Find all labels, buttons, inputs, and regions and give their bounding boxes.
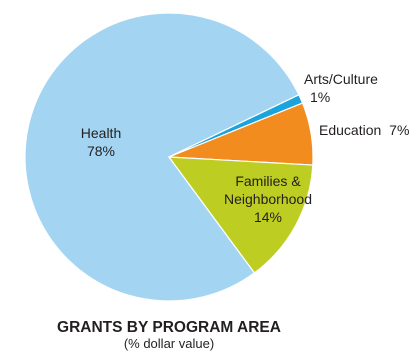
pie-slices xyxy=(24,12,314,302)
label-education-value: 7% xyxy=(389,122,409,138)
chart-subtitle: (% dollar value) xyxy=(124,336,214,351)
label-education-name: Education xyxy=(319,122,381,138)
chart-title: GRANTS BY PROGRAM AREA xyxy=(57,319,281,336)
label-health-name: Health xyxy=(81,125,121,141)
label-arts-name: Arts/Culture xyxy=(304,71,378,87)
label-families-value: 14% xyxy=(254,209,282,225)
label-arts-value: 1% xyxy=(310,89,330,105)
label-families-line1: Families & xyxy=(235,173,301,189)
slice-families-neighborhood xyxy=(167,156,314,274)
slice-health xyxy=(24,12,300,302)
label-health-value: 78% xyxy=(87,143,115,159)
label-families-line2: Neighborhood xyxy=(224,191,312,207)
label-education: Education 7% xyxy=(319,122,409,138)
